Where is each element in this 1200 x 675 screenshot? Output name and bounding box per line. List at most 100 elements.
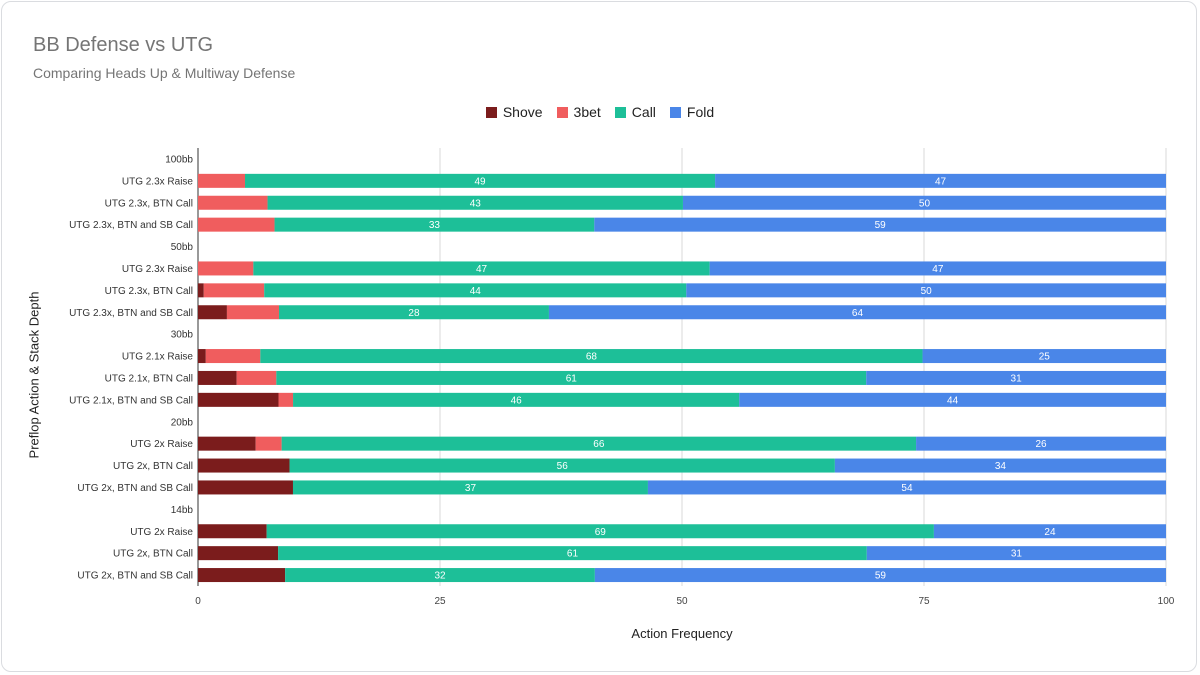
bar-call <box>289 458 835 473</box>
bar-3bet <box>226 305 279 320</box>
data-label: 50 <box>919 198 931 209</box>
data-label: 34 <box>995 461 1007 472</box>
legend-swatch-fold <box>669 106 681 118</box>
bar-call <box>260 349 923 364</box>
bar-shove <box>198 524 267 539</box>
y-category-label: UTG 2x Raise <box>130 527 193 538</box>
bar-call <box>292 480 648 495</box>
bar-fold <box>922 349 1166 364</box>
x-tick-label: 25 <box>434 596 446 607</box>
y-category-label: UTG 2.3x, BTN and SB Call <box>69 220 193 231</box>
bar-3bet <box>198 217 275 232</box>
data-label: 61 <box>567 549 579 560</box>
bar-shove <box>198 370 237 385</box>
bar-3bet <box>205 349 261 364</box>
data-label: 69 <box>595 527 607 538</box>
bar-call <box>253 261 710 276</box>
bar-fold <box>715 173 1166 188</box>
bar-fold <box>739 392 1166 407</box>
y-category-label: UTG 2.3x, BTN and SB Call <box>69 308 193 319</box>
legend-item-call: Call <box>614 104 656 120</box>
chart-title: BB Defense vs UTG <box>33 34 214 56</box>
data-label: 44 <box>947 395 959 406</box>
bar-call <box>293 392 740 407</box>
chart-subtitle: Comparing Heads Up & Multiway Defense <box>33 65 296 81</box>
bar-fold <box>834 458 1166 473</box>
bar-shove <box>198 305 227 320</box>
bar-call <box>267 195 683 210</box>
x-axis-title: Action Frequency <box>631 626 733 641</box>
y-category-label: UTG 2.1x Raise <box>122 352 194 363</box>
bar-shove <box>198 392 279 407</box>
y-category-label: UTG 2x, BTN Call <box>113 549 193 560</box>
data-label: 24 <box>1044 527 1056 538</box>
legend-label-3bet: 3bet <box>573 104 601 120</box>
legend-label-fold: Fold <box>686 104 715 120</box>
data-label: 68 <box>586 352 598 363</box>
data-label: 33 <box>429 220 441 231</box>
bar-call <box>278 305 549 320</box>
y-category-label: 20bb <box>171 417 194 428</box>
data-label: 31 <box>1011 549 1023 560</box>
x-tick-label: 0 <box>195 596 201 607</box>
bar-shove <box>198 283 204 298</box>
bar-fold <box>682 195 1166 210</box>
data-label: 25 <box>1039 352 1051 363</box>
data-label: 47 <box>476 264 488 275</box>
data-label: 64 <box>852 308 864 319</box>
legend-swatch-shove <box>485 106 497 118</box>
data-label: 47 <box>935 176 947 187</box>
y-category-label: UTG 2.3x Raise <box>122 264 194 275</box>
bar-fold <box>594 217 1166 232</box>
data-label: 46 <box>511 395 523 406</box>
y-category-label: UTG 2x, BTN and SB Call <box>77 571 193 582</box>
legend-item-fold: Fold <box>669 104 715 120</box>
legend-swatch-3bet <box>556 106 568 118</box>
y-category-label: UTG 2.3x, BTN Call <box>105 286 193 297</box>
bar-shove <box>198 349 206 364</box>
legend-item-3bet: 3bet <box>556 104 601 120</box>
bar-shove <box>198 458 290 473</box>
data-label: 56 <box>557 461 569 472</box>
data-label: 43 <box>470 198 482 209</box>
y-category-label: UTG 2.3x, BTN Call <box>105 198 193 209</box>
legend-label-call: Call <box>631 104 656 120</box>
data-label: 26 <box>1035 439 1047 450</box>
y-category-label: UTG 2x, BTN and SB Call <box>77 483 193 494</box>
data-label: 50 <box>921 286 933 297</box>
bar-fold <box>933 524 1166 539</box>
bar-3bet <box>198 261 254 276</box>
y-category-label: UTG 2.1x, BTN Call <box>105 373 193 384</box>
bar-call <box>264 283 687 298</box>
y-category-label: 50bb <box>171 242 194 253</box>
bar-3bet <box>198 195 268 210</box>
bar-shove <box>198 436 256 451</box>
y-category-label: 100bb <box>165 154 193 165</box>
bar-call <box>245 173 716 188</box>
bar-call <box>278 546 867 561</box>
legend-item-shove: Shove <box>485 104 543 120</box>
bar-fold <box>594 568 1166 583</box>
bar-fold <box>686 283 1166 298</box>
legend-swatch-call <box>614 106 626 118</box>
data-label: 66 <box>593 439 605 450</box>
bar-3bet <box>255 436 282 451</box>
y-category-label: UTG 2x Raise <box>130 439 193 450</box>
x-tick-label: 100 <box>1158 596 1175 607</box>
y-category-label: UTG 2.3x Raise <box>122 176 194 187</box>
bar-3bet <box>236 370 277 385</box>
y-category-label: UTG 2.1x, BTN and SB Call <box>69 395 193 406</box>
bar-fold <box>866 370 1166 385</box>
data-label: 59 <box>875 571 887 582</box>
data-label: 61 <box>566 373 578 384</box>
y-category-label: 14bb <box>171 505 194 516</box>
data-label: 44 <box>470 286 482 297</box>
y-category-label: UTG 2x, BTN Call <box>113 461 193 472</box>
y-axis-title: Preflop Action & Stack Depth <box>26 291 42 459</box>
bar-call <box>276 370 867 385</box>
bar-shove <box>198 568 286 583</box>
x-tick-label: 75 <box>918 596 930 607</box>
bar-shove <box>198 546 279 561</box>
bar-call <box>285 568 595 583</box>
